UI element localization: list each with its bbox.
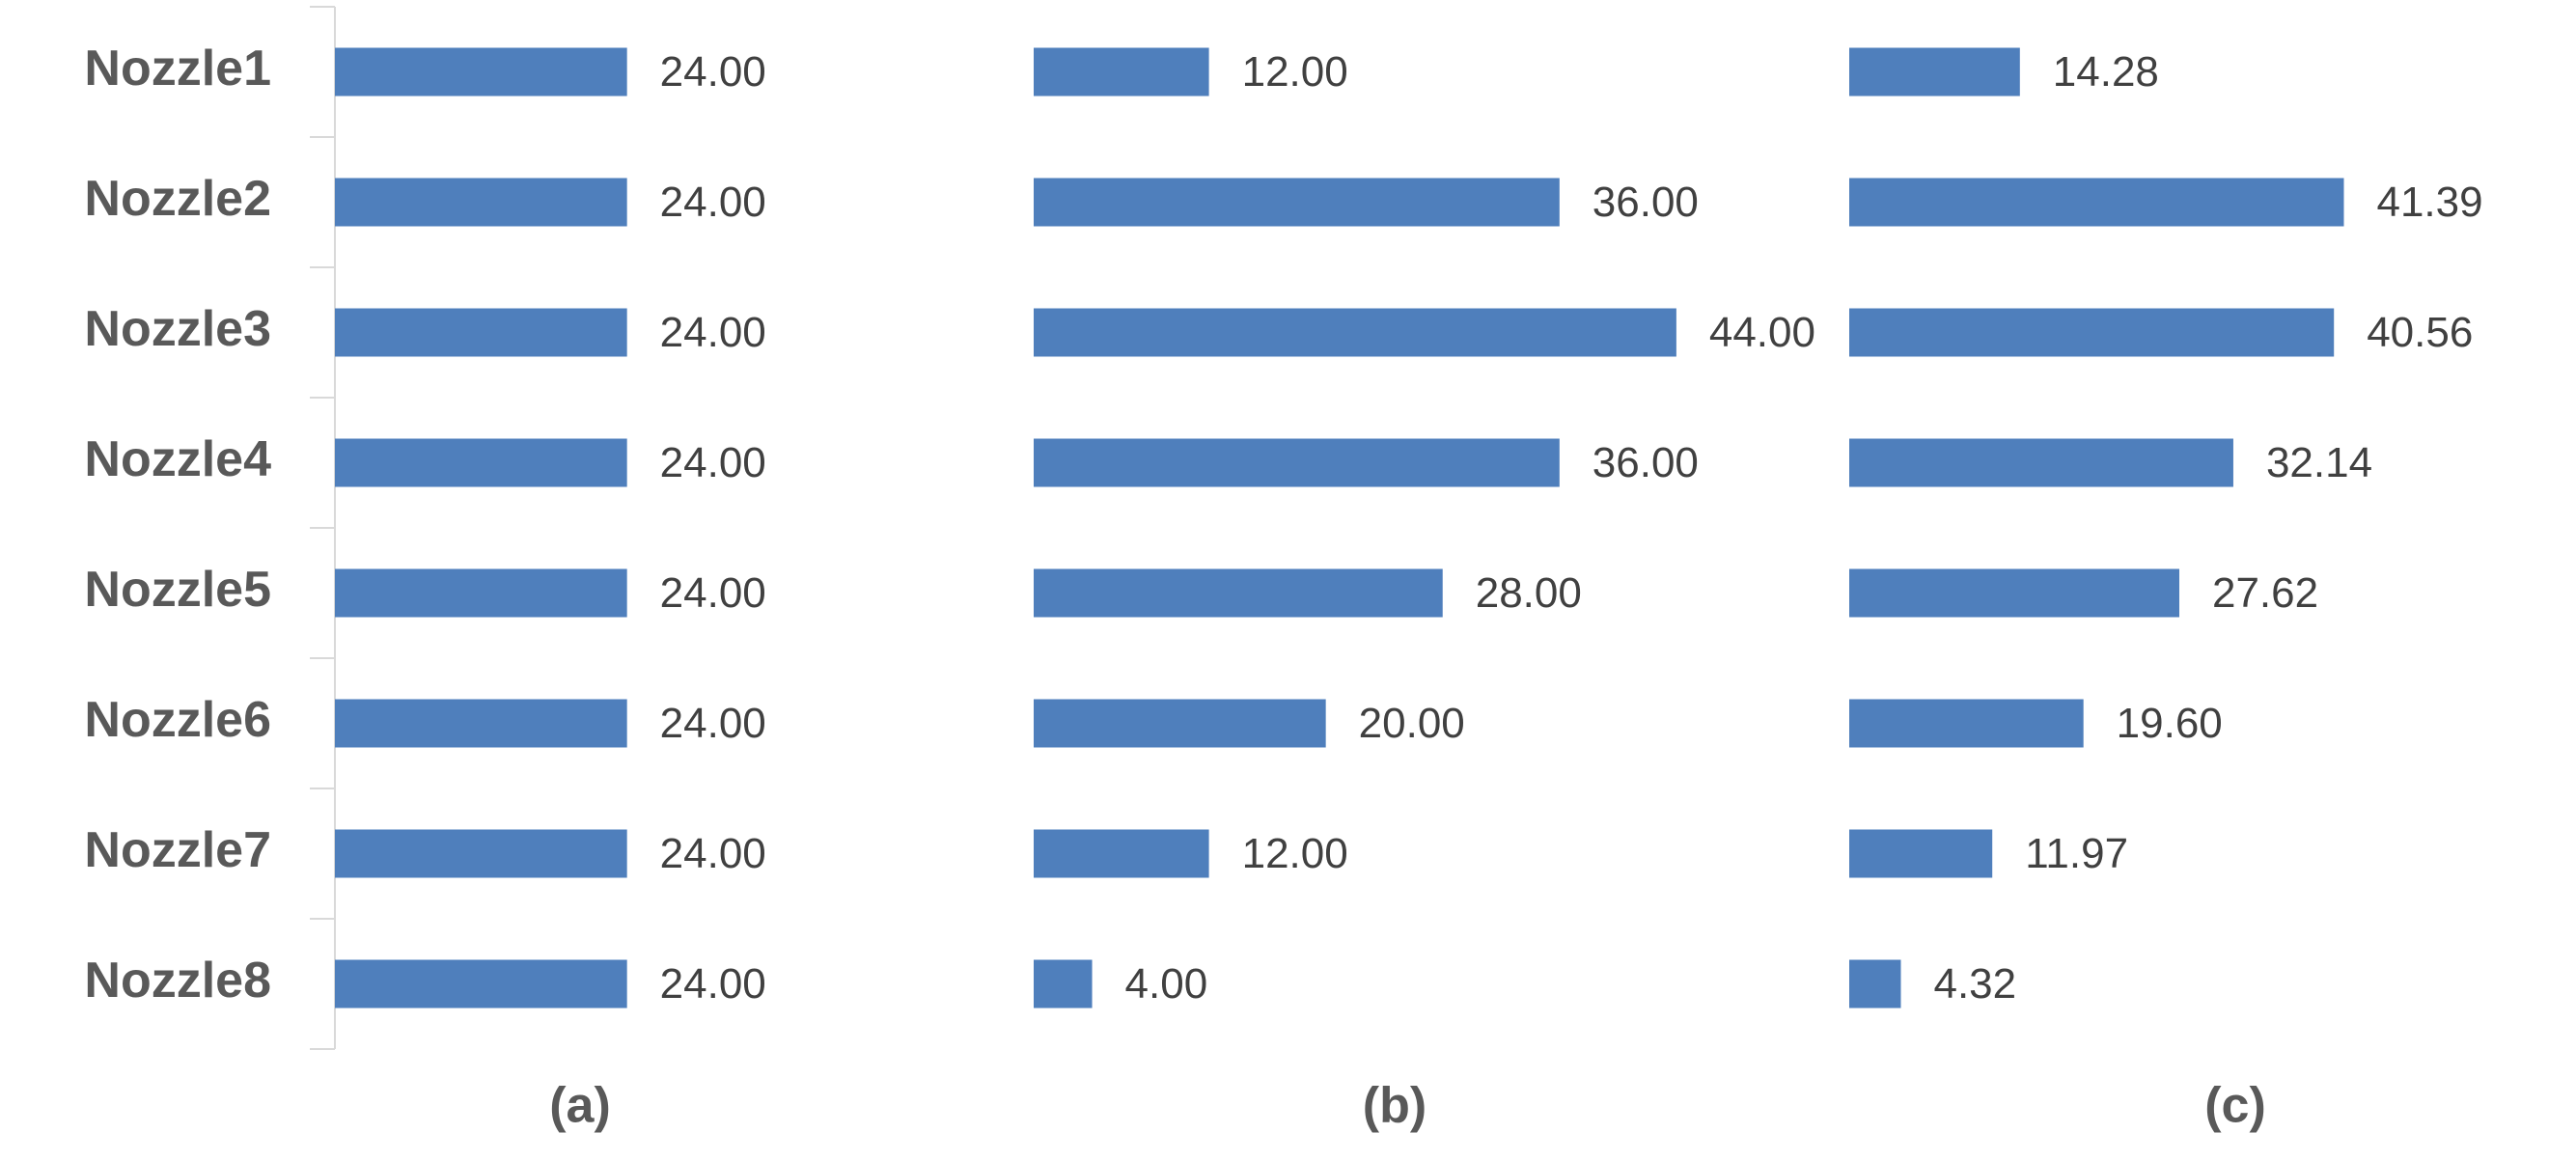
bar — [335, 699, 627, 748]
bar — [1849, 308, 2335, 357]
value-label: 36.00 — [1593, 179, 1699, 226]
bar — [1034, 568, 1443, 618]
bar — [1034, 308, 1676, 357]
value-label: 4.00 — [1125, 960, 1208, 1008]
category-label: Nozzle1 — [84, 41, 271, 97]
category-label: Nozzle7 — [84, 822, 271, 878]
category-label: Nozzle5 — [84, 562, 271, 618]
value-label: 28.00 — [1476, 569, 1582, 617]
bar — [1034, 47, 1209, 97]
bar — [1849, 178, 2344, 227]
bar — [1849, 438, 2233, 487]
value-label: 11.97 — [2025, 830, 2128, 877]
value-label: 27.62 — [2212, 569, 2318, 617]
bar — [1849, 699, 2084, 748]
bar — [1849, 959, 1901, 1009]
value-label: 19.60 — [2117, 700, 2223, 747]
value-label: 41.39 — [2376, 179, 2482, 226]
value-label: 12.00 — [1242, 830, 1348, 877]
value-label: 24.00 — [660, 569, 766, 617]
bar — [1034, 178, 1560, 227]
bar — [1034, 699, 1326, 748]
bar — [1034, 829, 1209, 878]
bar — [1034, 959, 1093, 1009]
bar — [335, 829, 627, 878]
value-label: 24.00 — [660, 179, 766, 226]
value-label: 4.32 — [1933, 960, 2016, 1008]
chart-title: (b) — [1363, 1078, 1426, 1134]
bar — [1034, 438, 1560, 487]
category-label: Nozzle2 — [84, 171, 271, 227]
value-label: 24.00 — [660, 439, 766, 486]
bar — [335, 568, 627, 618]
bar — [1849, 568, 2179, 618]
category-label: Nozzle6 — [84, 692, 271, 748]
bar — [335, 959, 627, 1009]
value-label: 24.00 — [660, 830, 766, 877]
category-label: Nozzle3 — [84, 301, 271, 357]
bar — [335, 308, 627, 357]
value-label: 24.00 — [660, 700, 766, 747]
value-label: 20.00 — [1359, 700, 1465, 747]
bar — [1849, 829, 1993, 878]
value-label: 24.00 — [660, 960, 766, 1008]
category-label: Nozzle8 — [84, 953, 271, 1009]
bar — [335, 438, 627, 487]
value-label: 32.14 — [2266, 439, 2372, 486]
bar — [335, 178, 627, 227]
chart-title: (c) — [2204, 1078, 2266, 1134]
value-label: 12.00 — [1242, 48, 1348, 96]
value-label: 24.00 — [660, 309, 766, 356]
category-label: Nozzle4 — [84, 431, 271, 487]
value-label: 24.00 — [660, 48, 766, 96]
value-label: 40.56 — [2367, 309, 2473, 356]
chart-title: (a) — [549, 1078, 611, 1134]
value-label: 36.00 — [1593, 439, 1699, 486]
value-label: 14.28 — [2053, 48, 2159, 96]
value-label: 44.00 — [1709, 309, 1815, 356]
bar — [335, 47, 627, 97]
bar — [1849, 47, 2020, 97]
